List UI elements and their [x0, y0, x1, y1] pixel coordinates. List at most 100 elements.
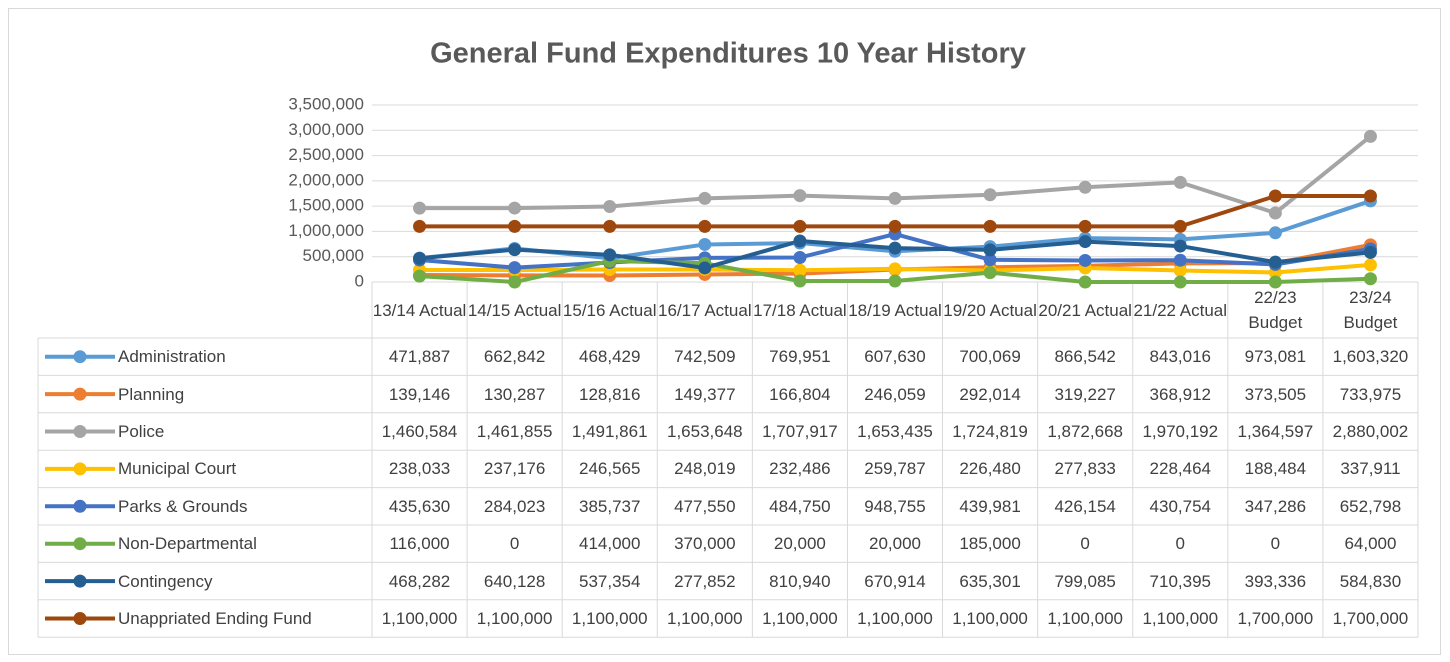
table-value: 166,804: [769, 384, 831, 404]
table-value: 0: [1270, 534, 1281, 554]
table-value: 742,509: [674, 347, 736, 367]
y-tick-label: 500,000: [303, 246, 364, 265]
series-marker: [1173, 239, 1187, 253]
table-value: 139,146: [388, 384, 451, 404]
table-value: 471,887: [388, 347, 451, 367]
table-value: 238,033: [388, 459, 451, 479]
legend-key-marker: [73, 499, 87, 513]
table-value: 188,484: [1244, 459, 1307, 479]
table-value: 1,724,819: [952, 421, 1028, 441]
table-value: 426,154: [1054, 496, 1116, 516]
table-value: 1,872,668: [1047, 421, 1123, 441]
table-value: 866,542: [1054, 347, 1116, 367]
legend-label: Police: [118, 421, 165, 441]
series-marker: [1078, 275, 1092, 289]
category-label: 14/15 Actual: [467, 300, 562, 320]
series-marker: [603, 200, 617, 214]
table-value: 1,491,861: [571, 421, 648, 441]
series-marker: [413, 269, 427, 283]
table-value: 948,755: [864, 496, 926, 516]
table-value: 468,282: [388, 571, 451, 591]
series-marker: [1078, 219, 1092, 233]
series-marker: [983, 219, 997, 233]
series-marker: [1173, 219, 1187, 233]
table-value: 116,000: [389, 534, 450, 554]
series-marker: [1363, 189, 1377, 203]
category-label: 16/17 Actual: [658, 300, 752, 320]
series-marker: [793, 263, 807, 277]
series-marker: [1363, 245, 1377, 259]
table-value: 237,176: [483, 459, 546, 479]
series-marker: [1363, 129, 1377, 143]
table-value: 810,940: [769, 571, 831, 591]
y-tick-label: 1,000,000: [288, 221, 364, 240]
series-marker: [1173, 275, 1187, 289]
legend-key-marker: [73, 425, 87, 438]
series-marker: [603, 248, 617, 262]
table-value: 1,100,000: [476, 608, 553, 628]
series-marker: [508, 275, 522, 289]
table-value: 973,081: [1244, 347, 1307, 367]
table-value: 670,914: [864, 571, 926, 591]
y-tick-label: 0: [355, 271, 364, 290]
legend-key-marker: [73, 387, 87, 401]
table-value: 292,014: [959, 384, 1021, 404]
category-label: 18/19 Actual: [848, 300, 942, 320]
series-marker: [1363, 258, 1377, 272]
series-marker: [698, 219, 712, 233]
table-value: 1,653,435: [857, 421, 933, 441]
table-value: 370,000: [674, 534, 736, 554]
legend-label: Non-Departmental: [118, 534, 257, 554]
series-marker: [888, 219, 902, 233]
table-value: 1,707,917: [762, 421, 838, 441]
legend-label: Planning: [118, 384, 185, 404]
table-value: 710,395: [1149, 571, 1211, 591]
series-marker: [603, 219, 617, 233]
table-value: 652,798: [1339, 496, 1402, 516]
y-tick-label: 2,000,000: [288, 170, 364, 189]
series-marker: [983, 243, 997, 257]
table-value: 232,486: [769, 459, 831, 479]
table-value: 799,085: [1054, 571, 1116, 591]
table-value: 277,852: [674, 571, 736, 591]
table-value: 1,100,000: [381, 608, 458, 628]
series-marker: [508, 243, 522, 257]
table-value: 635,301: [959, 571, 1021, 591]
table-value: 20,000: [773, 534, 826, 554]
series-marker: [888, 262, 902, 276]
series-marker: [983, 253, 997, 267]
category-label: 19/20 Actual: [943, 300, 1037, 320]
table-value: 640,128: [483, 571, 546, 591]
table-value: 1,603,320: [1332, 347, 1409, 367]
legend-key-marker: [73, 612, 87, 625]
table-value: 468,429: [578, 347, 641, 367]
chart-border: [8, 8, 1441, 655]
table-value: 1,100,000: [857, 608, 933, 628]
table-value: 368,912: [1149, 384, 1211, 404]
series-marker: [698, 191, 712, 205]
series-marker: [1363, 272, 1377, 286]
table-value: 2,880,002: [1332, 421, 1409, 441]
legend-label: Contingency: [118, 571, 213, 591]
table-value: 130,287: [483, 384, 546, 404]
table-value: 149,377: [674, 384, 736, 404]
table-value: 1,653,648: [666, 421, 743, 441]
series-marker: [983, 266, 997, 280]
table-value: 537,354: [578, 571, 641, 591]
series-marker: [1078, 235, 1092, 249]
series-marker: [698, 261, 712, 275]
series-marker: [793, 219, 807, 233]
series-marker: [413, 201, 427, 215]
table-value: 843,016: [1149, 347, 1211, 367]
series-marker: [1173, 263, 1187, 277]
table-value: 393,336: [1244, 571, 1307, 591]
table-value: 248,019: [674, 459, 736, 479]
table-value: 1,700,000: [1332, 608, 1409, 628]
table-value: 584,830: [1339, 571, 1402, 591]
table-value: 64,000: [1344, 534, 1397, 554]
table-value: 430,754: [1149, 496, 1211, 516]
category-label: 17/18 Actual: [753, 300, 847, 320]
table-value: 259,787: [864, 459, 926, 479]
